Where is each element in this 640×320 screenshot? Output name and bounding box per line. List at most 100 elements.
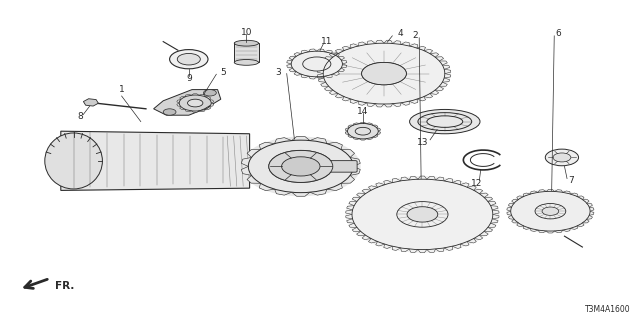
Circle shape xyxy=(269,150,333,182)
Circle shape xyxy=(204,90,216,96)
Polygon shape xyxy=(350,99,359,103)
Circle shape xyxy=(241,137,360,196)
Circle shape xyxy=(188,99,203,107)
Polygon shape xyxy=(324,86,333,91)
Text: 2: 2 xyxy=(412,31,417,40)
Polygon shape xyxy=(430,53,438,57)
Text: 5: 5 xyxy=(220,68,225,77)
Polygon shape xyxy=(210,103,214,107)
Polygon shape xyxy=(442,78,450,82)
Polygon shape xyxy=(479,231,488,236)
Polygon shape xyxy=(177,100,180,103)
Polygon shape xyxy=(199,94,205,97)
Polygon shape xyxy=(439,61,447,65)
Polygon shape xyxy=(392,178,401,182)
Polygon shape xyxy=(582,219,589,223)
Polygon shape xyxy=(324,50,332,54)
Polygon shape xyxy=(582,199,589,203)
Polygon shape xyxy=(460,183,469,187)
Polygon shape xyxy=(484,197,493,202)
Polygon shape xyxy=(369,238,378,243)
Polygon shape xyxy=(366,123,372,125)
Polygon shape xyxy=(393,41,401,44)
Polygon shape xyxy=(348,125,353,128)
Polygon shape xyxy=(287,60,292,64)
Polygon shape xyxy=(417,97,426,101)
Polygon shape xyxy=(310,189,327,195)
Polygon shape xyxy=(384,244,392,248)
Polygon shape xyxy=(287,64,292,68)
Polygon shape xyxy=(247,175,260,183)
Text: 3: 3 xyxy=(276,68,281,76)
Circle shape xyxy=(545,149,579,166)
Polygon shape xyxy=(369,186,378,190)
Polygon shape xyxy=(341,64,347,68)
Polygon shape xyxy=(554,230,563,233)
Polygon shape xyxy=(317,76,324,79)
Polygon shape xyxy=(356,193,365,197)
Text: FR.: FR. xyxy=(55,281,74,291)
Circle shape xyxy=(407,207,438,222)
Polygon shape xyxy=(321,61,329,65)
Circle shape xyxy=(362,62,406,85)
Polygon shape xyxy=(180,97,185,100)
Polygon shape xyxy=(362,189,371,194)
Polygon shape xyxy=(417,46,426,51)
Polygon shape xyxy=(348,134,353,137)
Polygon shape xyxy=(427,249,436,252)
Polygon shape xyxy=(377,128,381,131)
Polygon shape xyxy=(61,131,250,190)
Ellipse shape xyxy=(234,60,259,65)
Polygon shape xyxy=(350,44,359,48)
Polygon shape xyxy=(424,93,433,98)
Polygon shape xyxy=(409,44,418,48)
Polygon shape xyxy=(294,72,301,75)
Polygon shape xyxy=(335,49,344,54)
Text: 1: 1 xyxy=(119,85,124,94)
Polygon shape xyxy=(346,214,353,219)
Polygon shape xyxy=(375,40,384,44)
Polygon shape xyxy=(241,166,252,175)
Polygon shape xyxy=(474,235,483,240)
Bar xyxy=(234,43,259,62)
Polygon shape xyxy=(241,157,252,166)
Polygon shape xyxy=(317,74,324,78)
Polygon shape xyxy=(191,111,199,112)
Polygon shape xyxy=(554,190,563,192)
Polygon shape xyxy=(547,231,554,233)
Polygon shape xyxy=(442,65,450,69)
Polygon shape xyxy=(345,131,349,134)
Polygon shape xyxy=(154,90,221,115)
Polygon shape xyxy=(488,202,496,206)
Circle shape xyxy=(346,176,499,253)
Polygon shape xyxy=(392,246,401,251)
Polygon shape xyxy=(309,76,317,79)
Polygon shape xyxy=(577,223,584,227)
Polygon shape xyxy=(360,122,366,124)
Polygon shape xyxy=(409,176,418,180)
Polygon shape xyxy=(356,231,365,236)
Polygon shape xyxy=(205,107,211,109)
Polygon shape xyxy=(359,42,367,46)
Polygon shape xyxy=(310,138,327,144)
Polygon shape xyxy=(177,103,180,107)
Polygon shape xyxy=(301,74,309,78)
Circle shape xyxy=(287,49,347,79)
Polygon shape xyxy=(359,101,367,105)
Polygon shape xyxy=(337,68,344,72)
Polygon shape xyxy=(275,138,292,144)
Polygon shape xyxy=(524,193,531,196)
Polygon shape xyxy=(247,149,260,157)
Polygon shape xyxy=(366,137,372,140)
Polygon shape xyxy=(491,219,498,223)
Text: 4: 4 xyxy=(397,29,403,38)
Ellipse shape xyxy=(410,109,480,134)
Polygon shape xyxy=(318,65,326,69)
Polygon shape xyxy=(435,86,444,91)
Polygon shape xyxy=(346,210,353,214)
Polygon shape xyxy=(452,180,461,185)
Ellipse shape xyxy=(234,40,259,46)
Polygon shape xyxy=(418,176,427,179)
Polygon shape xyxy=(401,42,409,46)
Polygon shape xyxy=(467,238,476,243)
